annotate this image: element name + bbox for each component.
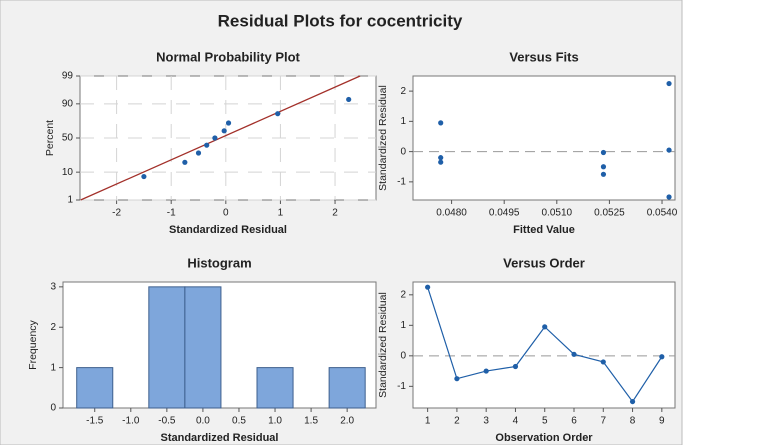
bar xyxy=(148,286,186,409)
plot-area xyxy=(412,75,676,201)
point xyxy=(542,324,548,330)
x-tick-label: 1 xyxy=(278,208,284,219)
y-tick-label: 1 xyxy=(400,116,406,127)
y-tick-label: 2 xyxy=(50,322,56,333)
bar xyxy=(256,367,294,409)
x-tick-label: 0.0495 xyxy=(489,208,520,219)
x-tick-label: 9 xyxy=(659,416,665,427)
point xyxy=(225,120,232,126)
point xyxy=(629,398,636,405)
point xyxy=(141,173,147,180)
x-tick-label: 1.5 xyxy=(304,416,318,427)
x-tick-label: 0.0 xyxy=(196,416,210,427)
point xyxy=(666,80,672,87)
point xyxy=(425,284,431,290)
x-tick-label: 4 xyxy=(513,416,519,427)
point xyxy=(659,354,665,360)
y-axis-label: Standardized Residual xyxy=(377,85,389,191)
point xyxy=(438,159,444,165)
y-tick-label: 0 xyxy=(400,146,406,157)
y-axis-label: Standardized Residual xyxy=(377,292,389,398)
point xyxy=(204,142,210,148)
y-tick-label: 1 xyxy=(50,362,56,373)
x-axis-label: Observation Order xyxy=(495,432,593,444)
x-tick-label: 2 xyxy=(332,208,338,219)
point xyxy=(666,147,672,153)
x-tick-label: -1 xyxy=(167,208,176,219)
y-tick-label: 0 xyxy=(400,350,406,361)
x-tick-label: 1 xyxy=(425,416,431,427)
x-tick-label: 8 xyxy=(630,416,636,427)
x-tick-label: 2.0 xyxy=(340,416,354,427)
bar xyxy=(184,286,222,409)
x-tick-label: 0 xyxy=(223,208,229,219)
y-tick-label: 2 xyxy=(400,86,406,97)
panel-title: Versus Order xyxy=(503,255,585,270)
point xyxy=(212,135,218,141)
x-tick-label: 6 xyxy=(571,416,577,427)
point xyxy=(600,171,607,177)
x-tick-label: -2 xyxy=(112,208,121,219)
y-tick-label: 1 xyxy=(400,320,406,331)
x-axis-label: Standardized Residual xyxy=(169,224,287,236)
y-tick-label: -1 xyxy=(397,176,406,187)
point xyxy=(221,128,227,134)
bar xyxy=(328,367,366,409)
point xyxy=(275,111,281,117)
x-tick-label: 0.0480 xyxy=(436,208,467,219)
y-tick-label: 1 xyxy=(67,195,73,206)
point xyxy=(346,96,352,103)
x-tick-label: 3 xyxy=(483,416,489,427)
y-axis-label: Percent xyxy=(44,120,56,156)
x-tick-label: 0.0510 xyxy=(542,208,573,219)
bar xyxy=(76,367,114,409)
y-tick-label: 3 xyxy=(50,281,56,292)
x-tick-label: -1.5 xyxy=(86,416,104,427)
x-axis-label: Fitted Value xyxy=(513,224,575,236)
point xyxy=(438,120,444,126)
panel-title: Versus Fits xyxy=(509,49,578,64)
point xyxy=(512,363,519,370)
point xyxy=(438,155,444,161)
point xyxy=(600,359,606,365)
point xyxy=(195,150,202,156)
point xyxy=(571,351,577,357)
plot-area xyxy=(412,281,676,409)
x-tick-label: -0.5 xyxy=(158,416,176,427)
x-tick-label: 1.0 xyxy=(268,416,282,427)
x-tick-label: 5 xyxy=(542,416,548,427)
x-tick-label: 0.0525 xyxy=(594,208,625,219)
x-tick-label: 2 xyxy=(454,416,460,427)
point xyxy=(483,368,489,374)
x-tick-label: 7 xyxy=(600,416,606,427)
x-tick-label: 0.5 xyxy=(232,416,246,427)
panel-title: Histogram xyxy=(187,255,251,270)
y-axis-label: Frequency xyxy=(27,319,39,369)
fit-line xyxy=(80,75,361,201)
point xyxy=(666,194,672,200)
y-tick-label: 0 xyxy=(50,403,56,414)
y-tick-label: 50 xyxy=(62,133,74,144)
x-axis-label: Standardized Residual xyxy=(161,432,279,444)
point xyxy=(182,159,188,165)
x-tick-label: 0.0540 xyxy=(647,208,678,219)
point xyxy=(454,376,460,382)
x-tick-label: -1.0 xyxy=(122,416,140,427)
y-tick-label: -1 xyxy=(397,381,406,392)
point xyxy=(600,164,607,170)
y-tick-label: 2 xyxy=(400,289,406,300)
y-tick-label: 99 xyxy=(62,71,74,82)
point xyxy=(600,149,607,156)
figure-title: Residual Plots for cocentricity xyxy=(218,11,463,30)
y-tick-label: 90 xyxy=(62,98,74,109)
y-tick-label: 10 xyxy=(62,167,74,178)
panel-title: Normal Probability Plot xyxy=(156,49,300,64)
